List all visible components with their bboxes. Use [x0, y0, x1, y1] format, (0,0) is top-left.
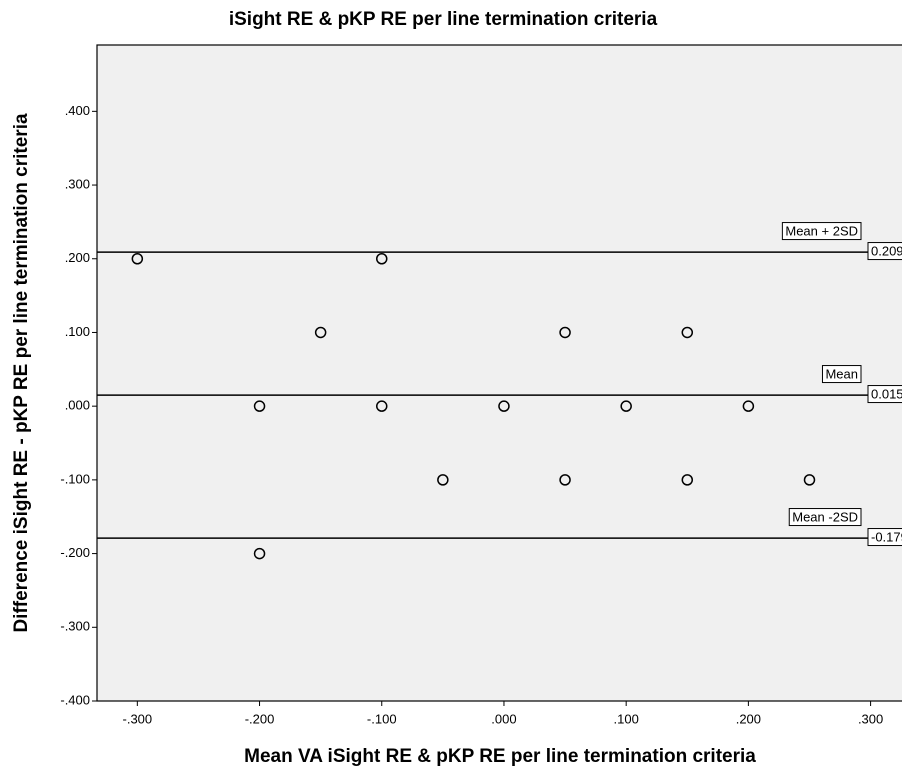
reference-value: 0.015	[871, 387, 902, 402]
reference-value: 0.209	[871, 244, 902, 259]
point	[253, 400, 266, 412]
y-tick-label: -.200	[60, 545, 90, 560]
x-tick-label: .300	[858, 711, 883, 726]
point	[803, 474, 816, 486]
label-box	[781, 222, 862, 241]
plot-area	[96, 44, 902, 702]
point	[437, 474, 449, 486]
point	[620, 400, 632, 412]
label-box	[867, 242, 902, 261]
x-tick-label: .100	[614, 711, 639, 726]
point	[131, 253, 144, 265]
reference-name: Mean -2SD	[792, 510, 858, 525]
x-tick-label: -.300	[123, 711, 153, 726]
point	[498, 400, 510, 412]
label-box	[788, 508, 862, 527]
point	[314, 326, 327, 339]
reference-value: -0.179	[871, 530, 902, 545]
x-tick-label: -.100	[367, 711, 397, 726]
y-tick-label: .400	[65, 103, 90, 118]
x-tick-label: -.200	[245, 711, 275, 726]
point	[376, 253, 388, 265]
y-tick-label: .100	[65, 324, 90, 339]
y-tick-label: -.300	[60, 619, 90, 634]
chart-title: iSight RE & pKP RE per line termination …	[229, 9, 658, 30]
label-box	[821, 365, 862, 384]
reference-name: Mean	[825, 367, 858, 382]
reference-name: Mean + 2SD	[785, 224, 858, 239]
point	[681, 326, 694, 339]
point	[253, 547, 266, 560]
point	[559, 474, 571, 486]
point	[376, 400, 388, 412]
label-box	[867, 385, 902, 404]
x-axis-label: Mean VA iSight RE & pKP RE per line term…	[244, 746, 756, 767]
y-tick-label: -.100	[60, 471, 90, 486]
point	[559, 326, 571, 339]
x-tick-label: .000	[491, 711, 516, 726]
point	[681, 474, 694, 486]
y-tick-label: .300	[65, 176, 90, 191]
x-tick-label: .200	[736, 711, 761, 726]
y-tick-label: -.400	[60, 692, 90, 707]
label-box	[867, 528, 902, 547]
y-axis-label: Difference iSight RE - pKP RE per line t…	[11, 113, 32, 633]
y-tick-label: .200	[65, 250, 90, 265]
point	[742, 400, 755, 412]
y-tick-label: .000	[65, 398, 90, 413]
